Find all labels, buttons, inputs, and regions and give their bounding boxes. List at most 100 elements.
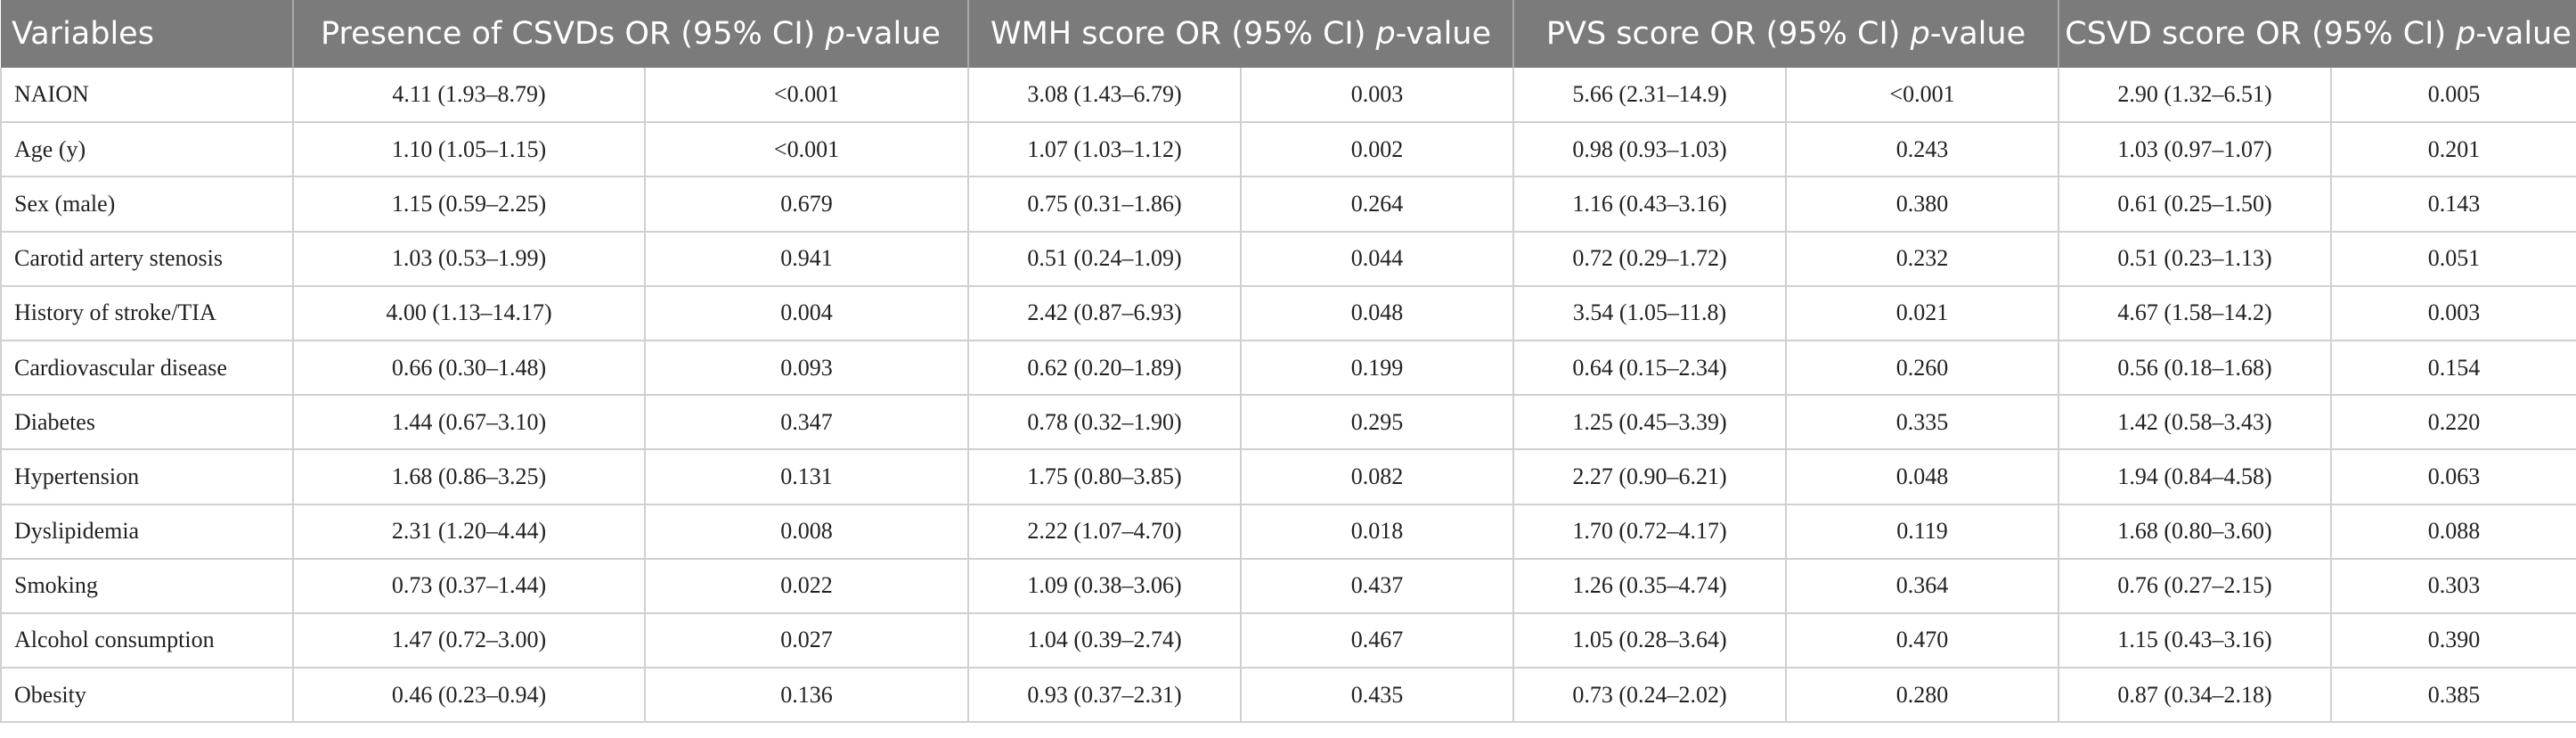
wmh-or-cell: 1.75 (0.80–3.85) — [968, 449, 1242, 505]
pvs-or-cell: 1.16 (0.43–3.16) — [1513, 176, 1787, 233]
score-p-cell: 0.051 — [2331, 231, 2576, 287]
pvs-or-cell: 3.54 (1.05–11.8) — [1513, 285, 1787, 341]
pvs-p-cell: 0.232 — [1786, 231, 2060, 287]
csvd-or-cell: 4.00 (1.13–14.17) — [293, 285, 646, 341]
csvd-or-cell: 4.11 (1.93–8.79) — [293, 68, 646, 124]
wmh-p-cell: 0.264 — [1241, 176, 1514, 233]
pvs-or-cell: 0.98 (0.93–1.03) — [1513, 122, 1787, 178]
wmh-or-cell: 2.22 (1.07–4.70) — [968, 504, 1242, 560]
wmh-p-cell: 0.435 — [1241, 668, 1514, 724]
pvs-p-cell: 0.335 — [1786, 395, 2060, 451]
pvs-or-cell: 0.72 (0.29–1.72) — [1513, 231, 1787, 287]
pvs-p-cell: 0.119 — [1786, 504, 2060, 560]
pvs-or-cell: 1.25 (0.45–3.39) — [1513, 395, 1787, 451]
pvs-or-cell: 0.73 (0.24–2.02) — [1513, 668, 1787, 724]
score-or-cell: 1.94 (0.84–4.58) — [2058, 449, 2333, 505]
table-row: Sex (male) 1.15 (0.59–2.25) 0.679 0.75 (… — [0, 176, 2576, 233]
csvd-p-cell: <0.001 — [645, 122, 969, 178]
csvd-or-cell: 1.44 (0.67–3.10) — [293, 395, 646, 451]
score-or-cell: 1.42 (0.58–3.43) — [2058, 395, 2333, 451]
table-row: Carotid artery stenosis 1.03 (0.53–1.99)… — [0, 231, 2576, 287]
variable-cell: Alcohol consumption — [0, 612, 294, 669]
pvs-or-cell: 2.27 (0.90–6.21) — [1513, 449, 1787, 505]
csvd-or-cell: 0.46 (0.23–0.94) — [293, 668, 646, 724]
wmh-p-cell: 0.295 — [1241, 395, 1514, 451]
csvd-p-cell: 0.093 — [645, 340, 969, 397]
wmh-or-cell: 3.08 (1.43–6.79) — [968, 68, 1242, 124]
csvd-or-cell: 1.15 (0.59–2.25) — [293, 176, 646, 233]
wmh-p-cell: 0.199 — [1241, 340, 1514, 397]
csvd-or-cell: 1.68 (0.86–3.25) — [293, 449, 646, 505]
score-p-cell: 0.063 — [2331, 449, 2576, 505]
table-row: Smoking 0.73 (0.37–1.44) 0.022 1.09 (0.3… — [0, 558, 2576, 614]
variable-cell: Cardiovascular disease — [0, 340, 294, 397]
csvd-or-cell: 2.31 (1.20–4.44) — [293, 504, 646, 560]
pvs-p-cell: 0.243 — [1786, 122, 2060, 178]
pvs-p-cell: 0.021 — [1786, 285, 2060, 341]
table-row: Hypertension 1.68 (0.86–3.25) 0.131 1.75… — [0, 449, 2576, 505]
header-pvs-score: PVS score OR (95% CI) p-value — [1513, 0, 2060, 68]
score-or-cell: 0.76 (0.27–2.15) — [2058, 558, 2333, 614]
csvd-or-cell: 1.47 (0.72–3.00) — [293, 612, 646, 669]
table-row: Alcohol consumption 1.47 (0.72–3.00) 0.0… — [0, 612, 2576, 669]
score-p-cell: 0.003 — [2331, 285, 2576, 341]
csvd-p-cell: 0.022 — [645, 558, 969, 614]
wmh-or-cell: 0.62 (0.20–1.89) — [968, 340, 1242, 397]
score-p-cell: 0.390 — [2331, 612, 2576, 669]
score-or-cell: 0.56 (0.18–1.68) — [2058, 340, 2333, 397]
header-wmh-score: WMH score OR (95% CI) p-value — [968, 0, 1514, 68]
pvs-p-cell: 0.260 — [1786, 340, 2060, 397]
wmh-p-cell: 0.048 — [1241, 285, 1514, 341]
variable-cell: Hypertension — [0, 449, 294, 505]
table-header: Variables Presence of CSVDs OR (95% CI) … — [1, 0, 2576, 68]
header-row: Variables Presence of CSVDs OR (95% CI) … — [1, 0, 2576, 68]
pvs-p-cell: 0.380 — [1786, 176, 2060, 233]
score-or-cell: 1.15 (0.43–3.16) — [2058, 612, 2333, 669]
csvd-p-cell: 0.004 — [645, 285, 969, 341]
pvs-or-cell: 1.05 (0.28–3.64) — [1513, 612, 1787, 669]
variable-cell: Carotid artery stenosis — [0, 231, 294, 287]
variable-cell: Age (y) — [0, 122, 294, 178]
pvs-or-cell: 0.64 (0.15–2.34) — [1513, 340, 1787, 397]
wmh-p-cell: 0.082 — [1241, 449, 1514, 505]
wmh-or-cell: 2.42 (0.87–6.93) — [968, 285, 1242, 341]
score-p-cell: 0.143 — [2331, 176, 2576, 233]
score-p-cell: 0.220 — [2331, 395, 2576, 451]
pvs-or-cell: 5.66 (2.31–14.9) — [1513, 68, 1787, 124]
score-or-cell: 1.03 (0.97–1.07) — [2058, 122, 2333, 178]
wmh-p-cell: 0.002 — [1241, 122, 1514, 178]
csvd-p-cell: 0.347 — [645, 395, 969, 451]
score-p-cell: 0.005 — [2331, 68, 2576, 124]
score-p-cell: 0.154 — [2331, 340, 2576, 397]
pvs-p-cell: 0.364 — [1786, 558, 2060, 614]
score-p-cell: 0.303 — [2331, 558, 2576, 614]
variable-cell: Smoking — [0, 558, 294, 614]
score-p-cell: 0.201 — [2331, 122, 2576, 178]
csvd-or-cell: 1.03 (0.53–1.99) — [293, 231, 646, 287]
wmh-or-cell: 1.07 (1.03–1.12) — [968, 122, 1242, 178]
score-or-cell: 0.87 (0.34–2.18) — [2058, 668, 2333, 724]
pvs-p-cell: 0.470 — [1786, 612, 2060, 669]
variable-cell: History of stroke/TIA — [0, 285, 294, 341]
csvd-p-cell: 0.027 — [645, 612, 969, 669]
table-body: NAION 4.11 (1.93–8.79) <0.001 3.08 (1.43… — [0, 68, 2576, 724]
wmh-or-cell: 1.04 (0.39–2.74) — [968, 612, 1242, 669]
table-row: Obesity 0.46 (0.23–0.94) 0.136 0.93 (0.3… — [0, 668, 2576, 724]
table-row: History of stroke/TIA 4.00 (1.13–14.17) … — [0, 285, 2576, 341]
pvs-or-cell: 1.70 (0.72–4.17) — [1513, 504, 1787, 560]
wmh-or-cell: 0.78 (0.32–1.90) — [968, 395, 1242, 451]
csvd-p-cell: <0.001 — [645, 68, 969, 124]
table-row: Dyslipidemia 2.31 (1.20–4.44) 0.008 2.22… — [0, 504, 2576, 560]
score-or-cell: 0.61 (0.25–1.50) — [2058, 176, 2333, 233]
csvd-p-cell: 0.136 — [645, 668, 969, 724]
wmh-p-cell: 0.018 — [1241, 504, 1514, 560]
variable-cell: Diabetes — [0, 395, 294, 451]
wmh-p-cell: 0.437 — [1241, 558, 1514, 614]
score-or-cell: 4.67 (1.58–14.2) — [2058, 285, 2333, 341]
score-p-cell: 0.088 — [2331, 504, 2576, 560]
csvd-or-cell: 1.10 (1.05–1.15) — [293, 122, 646, 178]
header-csvd-score: CSVD score OR (95% CI) p-value — [2058, 0, 2576, 68]
score-or-cell: 2.90 (1.32–6.51) — [2058, 68, 2333, 124]
score-or-cell: 1.68 (0.80–3.60) — [2058, 504, 2333, 560]
table-row: Age (y) 1.10 (1.05–1.15) <0.001 1.07 (1.… — [0, 122, 2576, 178]
